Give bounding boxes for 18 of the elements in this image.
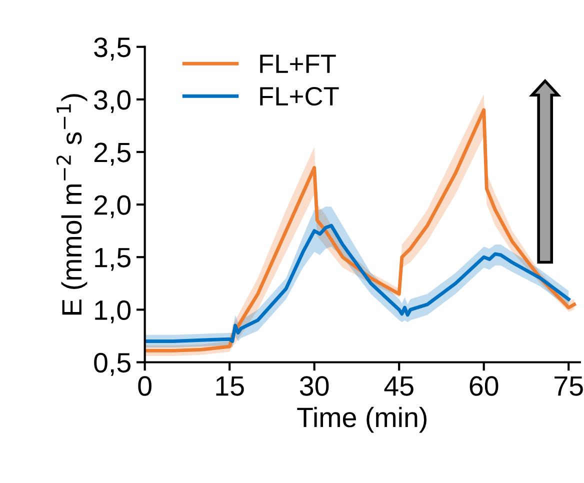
y-tick-label: 0,5 xyxy=(94,352,130,376)
y-tick-label: 2,5 xyxy=(94,142,130,166)
y-tick-label: 3,5 xyxy=(94,38,130,60)
x-tick-label: 60 xyxy=(470,376,498,396)
x-tick-label: 15 xyxy=(216,376,244,396)
x-tick-label: 30 xyxy=(300,376,329,396)
x-tick-label: 75 xyxy=(554,376,583,396)
legend-label: FL+CT xyxy=(260,86,339,106)
y-tick-label: 1,0 xyxy=(95,300,131,324)
y-tick-label: 2,0 xyxy=(94,195,131,218)
x-axis-title: Time (min) xyxy=(297,406,426,433)
x-tick-label: 0 xyxy=(138,376,152,396)
x-tick-label: 45 xyxy=(384,376,414,396)
legend-label: FL+FT xyxy=(260,54,336,73)
y-axis-title: E (mmol m$^{−2}$ s$^{−1}$) xyxy=(56,94,88,315)
line-series xyxy=(144,224,570,343)
y-tick-label: 1,5 xyxy=(95,248,130,271)
y-tick-label: 3,0 xyxy=(94,90,131,114)
